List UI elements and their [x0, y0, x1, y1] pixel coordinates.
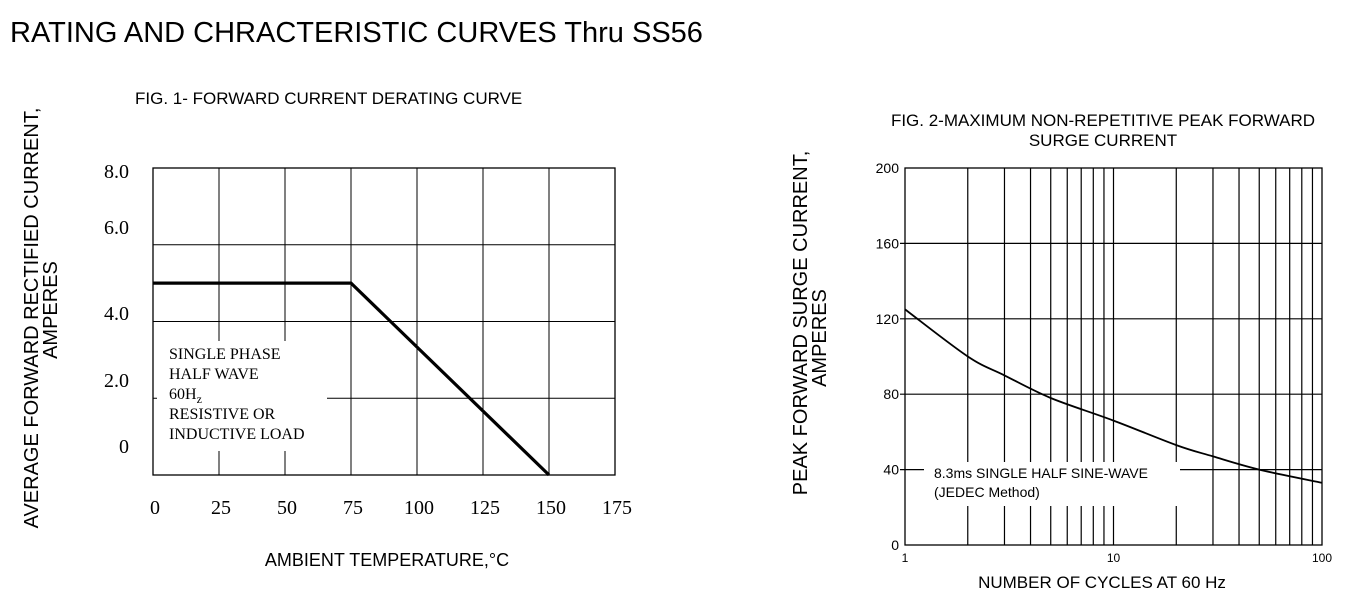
fig2-x-tick-label: 10 [1107, 551, 1121, 565]
fig2-y-tick-label: 200 [876, 160, 900, 176]
fig1-y-tick-label: 2.0 [104, 370, 129, 392]
fig2-y-tick-label: 160 [876, 235, 900, 251]
fig1-x-tick-label: 175 [602, 497, 632, 519]
fig1-x-tick-label: 0 [150, 497, 160, 519]
fig2-y-axis-label-units: AMPERES [809, 289, 831, 387]
fig1-annotation-line: INDUCTIVE LOAD [169, 426, 305, 443]
fig2-annotation-line: (JEDEC Method) [934, 484, 1040, 500]
fig2-x-tick-label: 1 [902, 551, 909, 565]
fig1-x-ticks: 0 25 50 75 100 125 150 175 [150, 497, 632, 519]
fig1-annotation-line: SINGLE PHASE [169, 346, 281, 363]
fig1-frame [152, 167, 616, 476]
fig1-x-tick-label: 75 [343, 497, 363, 519]
fig1-y-tick-label: 6.0 [104, 217, 129, 239]
fig2-x-axis-label: NUMBER OF CYCLES AT 60 Hz [978, 573, 1226, 592]
page-title: RATING AND CHRACTERISTIC CURVES Thru SS5… [10, 17, 703, 49]
fig1-x-axis-label: AMBIENT TEMPERATURE,°C [265, 550, 509, 570]
fig2-y-tick-label: 0 [891, 537, 899, 553]
fig2-y-axis-label: PEAK FORWARD SURGE CURRENT, [790, 151, 812, 495]
fig1-y-ticks: 8.0 6.0 4.0 2.0 0 [104, 161, 129, 458]
fig1-series [153, 281, 551, 477]
fig1-annotation-line: 60Hz [169, 386, 202, 406]
fig1-y-axis-label: AVERAGE FORWARD RECTIFIED CURRENT, [21, 108, 43, 529]
fig1-plot-border [152, 167, 616, 476]
fig2-x-ticks: 1 10 100 [902, 551, 1333, 565]
fig2-series-curve [904, 308, 1323, 484]
fig2-chart: FIG. 2-MAXIMUM NON-REPETITIVE PEAK FORWA… [790, 111, 1332, 592]
fig2-annotation-backing [924, 462, 1180, 506]
fig1-x-tick-label: 125 [470, 497, 500, 519]
fig1-x-tick-label: 100 [404, 497, 434, 519]
fig1-annotation-line: RESISTIVE OR [169, 406, 276, 423]
fig2-x-tick-label: 100 [1312, 551, 1332, 565]
fig1-series-line [153, 281, 551, 477]
fig2-y-tick-label: 40 [883, 462, 899, 478]
fig2-title-line2: SURGE CURRENT [1029, 131, 1177, 150]
fig2-plot-border [904, 167, 1323, 546]
fig1-annotation-line: HALF WAVE [169, 366, 259, 383]
fig2-y-ticks: 0 40 80 120 160 200 [876, 160, 900, 553]
fig2-frame [904, 167, 1323, 546]
fig1-x-tick-label: 25 [211, 497, 231, 519]
fig2-annotation-line: 8.3ms SINGLE HALF SINE-WAVE [934, 465, 1148, 481]
fig1-annotation-backing [157, 341, 327, 451]
fig1-y-tick-label: 0 [119, 436, 129, 458]
fig1-y-tick-label: 8.0 [104, 161, 129, 183]
fig2-series [904, 308, 1323, 484]
fig2-title: FIG. 2-MAXIMUM NON-REPETITIVE PEAK FORWA… [891, 111, 1315, 130]
fig1-y-tick-label: 4.0 [104, 303, 129, 325]
fig2-annotation-box: 8.3ms SINGLE HALF SINE-WAVE (JEDEC Method… [924, 462, 1180, 506]
fig2-y-tick-label: 120 [876, 311, 900, 327]
fig1-chart: FIG. 1- FORWARD CURRENT DERATING CURVE S… [21, 89, 632, 570]
fig2-y-tick-label: 80 [883, 386, 899, 402]
fig1-x-tick-label: 150 [536, 497, 566, 519]
fig1-title: FIG. 1- FORWARD CURRENT DERATING CURVE [135, 89, 522, 108]
fig1-y-axis-label-units: AMPERES [40, 261, 62, 359]
fig1-x-tick-label: 50 [277, 497, 297, 519]
